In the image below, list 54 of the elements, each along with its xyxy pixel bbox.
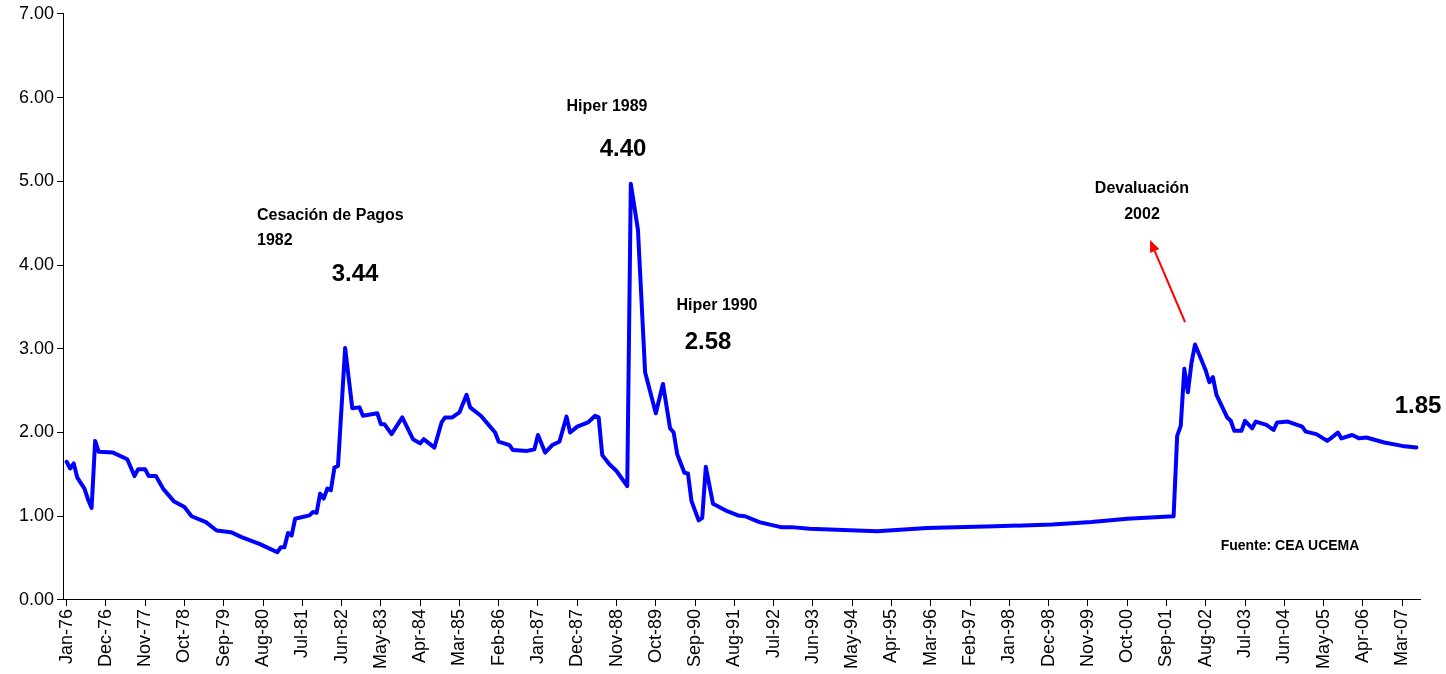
y-tick-label: 1.00: [18, 505, 55, 526]
y-tick-label: 3.00: [18, 337, 55, 358]
x-tick-label: Jan-76: [55, 608, 76, 665]
x-tick-label: Feb-86: [487, 608, 508, 667]
x-tick-label: Aug-02: [1194, 608, 1215, 668]
x-tick-label: Apr-06: [1351, 608, 1372, 664]
x-tick-label: Jun-82: [330, 608, 351, 665]
x-tick-label: Sep-79: [212, 608, 233, 668]
x-tick-label: Dec-98: [1037, 608, 1058, 668]
x-tick-label: Aug-91: [723, 608, 744, 668]
annotation: Hiper 1989: [566, 97, 648, 114]
annotation: 3.44: [331, 259, 379, 286]
x-tick-label: Apr-95: [880, 608, 901, 664]
y-tick-label: 4.00: [18, 253, 55, 274]
annotation: 1982: [257, 231, 293, 248]
annotation: Fuente: CEA UCEMA: [1220, 537, 1360, 553]
annotation: Cesación de Pagos: [257, 206, 404, 223]
x-tick-label: Sep-01: [1155, 608, 1176, 668]
x-tick-label: May-94: [841, 608, 862, 670]
x-tick-label: Jun-04: [1273, 608, 1294, 665]
x-tick-label: Oct-00: [1116, 608, 1137, 664]
y-tick-label: 5.00: [18, 170, 55, 191]
x-tick-label: Mar-85: [448, 608, 469, 666]
annotation: 1.85: [1394, 391, 1442, 418]
annotation: Devaluación: [1094, 179, 1190, 196]
x-tick-label: Aug-80: [251, 608, 272, 668]
y-tick-label: 0.00: [18, 588, 55, 609]
x-tick-label: Jan-98: [998, 608, 1019, 665]
annotation: Hiper 1990: [676, 296, 758, 313]
annotation: 2002: [1124, 205, 1160, 222]
x-tick-label: Jun-93: [801, 608, 822, 665]
x-tick-label: Nov-99: [1076, 608, 1097, 668]
x-tick-label: Nov-77: [134, 608, 155, 668]
x-tick-label: Apr-84: [409, 608, 430, 664]
x-tick-label: Feb-97: [959, 608, 980, 667]
x-tick-label: Dec-76: [94, 608, 115, 668]
x-tick-label: Jul-92: [762, 608, 783, 659]
y-tick-label: 2.00: [18, 421, 55, 442]
annotation: 2.58: [684, 327, 732, 354]
x-tick-label: Jul-03: [1233, 608, 1254, 659]
x-tick-label: Mar-96: [919, 608, 940, 666]
x-tick-label: Oct-78: [173, 608, 194, 664]
x-tick-label: Sep-90: [684, 608, 705, 668]
x-tick-label: Dec-87: [566, 608, 587, 668]
x-tick-label: Mar-07: [1391, 608, 1412, 666]
x-tick-label: May-83: [369, 608, 390, 670]
x-tick-label: May-05: [1312, 608, 1333, 670]
x-tick-label: Oct-89: [644, 608, 665, 664]
x-tick-label: Jan-87: [526, 608, 547, 665]
annotation: 4.40: [599, 134, 647, 161]
y-tick-label: 6.00: [18, 86, 55, 107]
x-tick-label: Jul-81: [291, 608, 312, 659]
x-tick-label: Nov-88: [605, 608, 626, 668]
y-tick-label: 7.00: [18, 2, 55, 23]
